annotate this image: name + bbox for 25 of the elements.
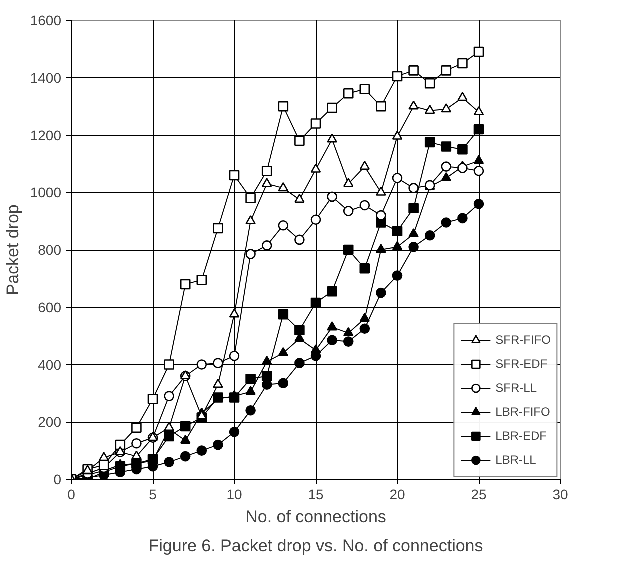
y-tick-label: 1600 <box>30 12 62 28</box>
y-tick-label: 1200 <box>30 127 62 144</box>
y-tick-label: 200 <box>38 414 62 430</box>
x-tick-label: 10 <box>226 486 242 502</box>
y-tick-label: 600 <box>38 299 62 316</box>
text: Figure 6. Packet drop vs. No. of connections <box>148 536 484 556</box>
legend-label: LBR-LL <box>496 453 536 467</box>
legend-label: LBR-FIFO <box>496 405 550 419</box>
y-tick-label: 1000 <box>30 184 62 201</box>
y-tick-label: 800 <box>38 242 62 258</box>
y-tick-label: 0 <box>54 472 62 488</box>
x-axis-title: No. of connections <box>246 508 386 526</box>
x-tick-label: 25 <box>471 486 487 502</box>
y-axis-title: Packet drop <box>3 204 22 296</box>
y-tick-label: 400 <box>38 356 62 373</box>
legend-label: LBR-EDF <box>496 429 548 443</box>
legend-label: SFR-EDF <box>496 357 548 371</box>
x-tick-label: 30 <box>552 486 568 502</box>
x-tick-label: 20 <box>390 486 406 502</box>
y-tick-label: 1400 <box>30 70 62 86</box>
legend-label: SFR-LL <box>496 381 538 395</box>
x-tick-label: 5 <box>149 486 158 502</box>
x-tick-label: 0 <box>68 486 76 502</box>
x-tick-label: 15 <box>308 486 324 502</box>
legend-label: SFR-FIFO <box>496 333 551 347</box>
